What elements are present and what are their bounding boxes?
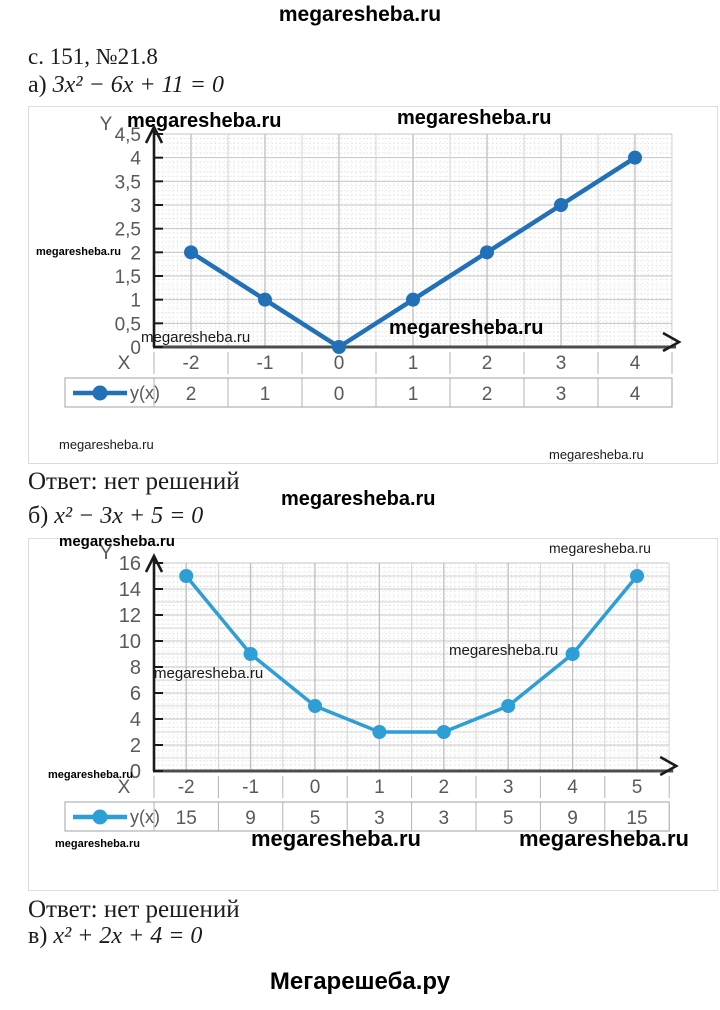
chart-a: 4,5 4 3,5 3 2,5 2 1,5 1 0,5 0 Y X -2 -1 0 1 2 3 4 y(x) 2 1 0 1 2…	[28, 106, 718, 464]
svg-text:3: 3	[556, 353, 567, 374]
svg-text:3: 3	[503, 777, 514, 798]
svg-text:0: 0	[130, 338, 141, 359]
svg-text:2: 2	[439, 777, 450, 798]
watermark: megaresheba.ru	[36, 246, 121, 258]
svg-text:15: 15	[626, 808, 647, 829]
svg-text:16: 16	[119, 553, 141, 575]
part-label-b: б)	[28, 503, 49, 529]
svg-text:3: 3	[556, 384, 567, 405]
svg-text:3,5: 3,5	[115, 172, 141, 193]
watermark: megaresheba.ru	[281, 488, 436, 510]
svg-text:y(x): y(x)	[130, 383, 160, 403]
svg-text:1: 1	[130, 291, 141, 312]
watermark: megaresheba.ru	[55, 838, 140, 850]
footer-brand: Мегарешеба.ру	[269, 968, 451, 995]
chart-b: 16 14 12 10 8 6 4 2 0 Y X -2 -1 0 1 2 3 4 5 y(x) 15 9 5 3 3 5 9 15 …	[28, 533, 718, 891]
svg-text:1: 1	[374, 777, 385, 798]
svg-text:4: 4	[130, 149, 141, 170]
svg-text:-1: -1	[257, 353, 274, 374]
svg-text:9: 9	[245, 808, 256, 829]
svg-text:0: 0	[334, 353, 345, 374]
watermark: megaresheba.ru	[397, 107, 552, 129]
svg-text:2: 2	[130, 243, 141, 264]
svg-text:Y: Y	[100, 114, 113, 135]
svg-text:X: X	[118, 777, 131, 798]
watermark: megaresheba.ru	[389, 317, 544, 339]
svg-text:1: 1	[408, 353, 419, 374]
equation-b: б) x² − 3x + 5 = 0	[28, 503, 203, 530]
watermark: megaresheba.ru	[127, 110, 282, 132]
watermark: megaresheba.ru	[549, 540, 651, 556]
svg-text:12: 12	[119, 605, 141, 627]
svg-text:0: 0	[130, 761, 141, 783]
svg-text:8: 8	[130, 657, 141, 679]
svg-text:14: 14	[119, 579, 141, 601]
answer-b: Ответ: нет решений	[28, 896, 240, 923]
svg-text:5: 5	[310, 808, 321, 829]
svg-text:-1: -1	[242, 777, 259, 798]
svg-text:9: 9	[567, 808, 578, 829]
svg-text:5: 5	[503, 808, 514, 829]
equation-c-text: x² + 2x + 4 = 0	[53, 923, 203, 949]
svg-text:0,5: 0,5	[115, 314, 141, 335]
svg-text:2,5: 2,5	[115, 220, 141, 241]
watermark: megaresheba.ru	[449, 642, 559, 659]
svg-text:y(x): y(x)	[130, 807, 160, 827]
svg-text:2: 2	[482, 384, 493, 405]
equation-a: а) 3x² − 6x + 11 = 0	[28, 72, 224, 99]
svg-text:4: 4	[130, 709, 141, 731]
answer-a: Ответ: нет решений	[28, 468, 240, 495]
watermark: megaresheba.ru	[519, 826, 689, 851]
svg-text:3: 3	[130, 196, 141, 217]
svg-text:10: 10	[119, 631, 141, 653]
svg-text:4: 4	[630, 384, 641, 405]
svg-text:6: 6	[130, 683, 141, 705]
svg-text:1: 1	[408, 384, 419, 405]
svg-text:15: 15	[176, 808, 197, 829]
svg-text:4: 4	[630, 353, 641, 374]
svg-text:X: X	[118, 353, 131, 374]
svg-text:Y: Y	[99, 542, 112, 564]
svg-text:4: 4	[567, 777, 578, 798]
watermark: megaresheba.ru	[59, 533, 175, 550]
svg-text:2: 2	[482, 353, 493, 374]
svg-text:2: 2	[186, 384, 197, 405]
svg-text:-2: -2	[183, 353, 200, 374]
svg-text:-2: -2	[178, 777, 195, 798]
svg-text:3: 3	[439, 808, 450, 829]
part-label-c: в)	[28, 923, 48, 949]
equation-c: в) x² + 2x + 4 = 0	[28, 923, 202, 950]
svg-text:0: 0	[310, 777, 321, 798]
svg-text:2: 2	[130, 735, 141, 757]
svg-text:0: 0	[334, 384, 345, 405]
part-label-a: а)	[28, 72, 47, 98]
equation-b-text: x² − 3x + 5 = 0	[54, 503, 204, 529]
svg-text:1,5: 1,5	[115, 267, 141, 288]
svg-text:5: 5	[632, 777, 643, 798]
site-header: megaresheba.ru	[278, 3, 442, 26]
problem-reference: с. 151, №21.8	[28, 44, 158, 69]
svg-text:4,5: 4,5	[115, 125, 141, 146]
equation-a-text: 3x² − 6x + 11 = 0	[52, 72, 224, 98]
svg-text:3: 3	[374, 808, 385, 829]
watermark: megaresheba.ru	[59, 437, 154, 452]
watermark: megaresheba.ru	[154, 665, 264, 682]
watermark: megaresheba.ru	[141, 329, 251, 346]
watermark: megaresheba.ru	[251, 826, 421, 851]
watermark: megaresheba.ru	[48, 769, 133, 781]
svg-text:1: 1	[260, 384, 271, 405]
watermark: megaresheba.ru	[549, 447, 644, 462]
